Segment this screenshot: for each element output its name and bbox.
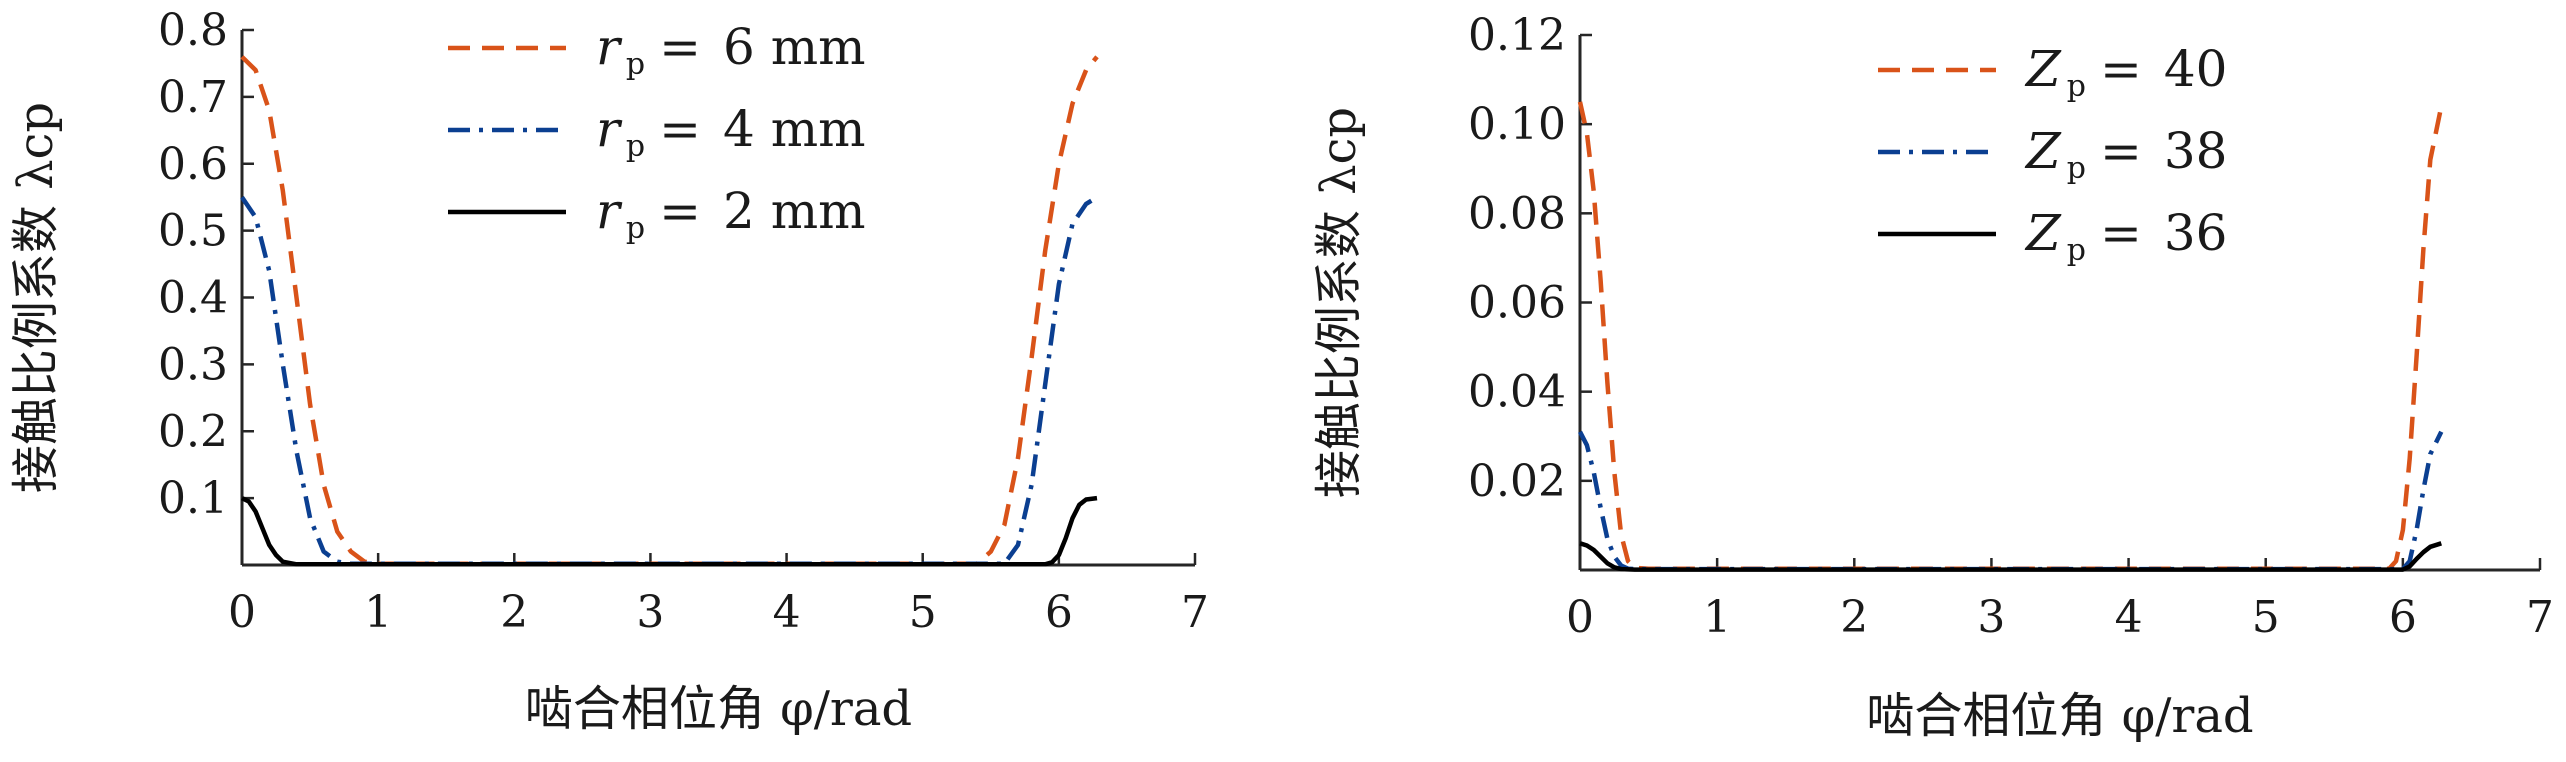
y-tick-label: 0.04 bbox=[1468, 367, 1566, 418]
legend-variable: Z bbox=[2024, 40, 2062, 98]
chart-panel-2: 0 1 2 3 4 5 6 7 0.02 0.04 0.06 0.08 0.10 0.12 啮合相位角 φ/… bbox=[1311, 10, 2554, 744]
y-tick-label: 0.7 bbox=[158, 72, 228, 123]
series-line-3 bbox=[1579, 541, 2442, 572]
y-tick-label: 0.2 bbox=[158, 406, 228, 457]
series-line-1 bbox=[240, 55, 1099, 566]
series-line-3 bbox=[240, 495, 1098, 567]
legend-variable: r bbox=[596, 182, 623, 240]
x-tick-label: 5 bbox=[2252, 592, 2280, 643]
legend-subscript: p bbox=[2067, 69, 2086, 104]
x-tick-label: 1 bbox=[1703, 592, 1731, 643]
y-tick-label: 0.6 bbox=[158, 139, 228, 190]
x-tick-label: 5 bbox=[909, 587, 937, 638]
legend-value: 38 bbox=[2164, 122, 2228, 180]
y-tick-label: 0.06 bbox=[1468, 278, 1566, 329]
y-axis-label: 接触比例系数 λcp bbox=[8, 102, 64, 493]
legend-entry: r p = 6 mm bbox=[596, 18, 866, 82]
legend-entry: r p = 2 mm bbox=[596, 182, 866, 246]
legend-subscript: p bbox=[2067, 233, 2086, 268]
legend-subscript: p bbox=[2067, 151, 2086, 186]
legend-subscript: p bbox=[626, 129, 645, 164]
legend-entry: r p = 4 mm bbox=[596, 100, 866, 164]
legend-subscript: p bbox=[626, 47, 645, 82]
legend-value: 2 mm bbox=[723, 182, 866, 240]
legend-variable: Z bbox=[2024, 204, 2062, 262]
x-tick-label: 2 bbox=[1840, 592, 1868, 643]
y-tick-label: 0.02 bbox=[1468, 456, 1566, 507]
y-tick-label: 0.5 bbox=[158, 206, 228, 257]
series-line-1 bbox=[1577, 101, 2444, 571]
legend-equals: = bbox=[659, 182, 701, 240]
legend-equals: = bbox=[2100, 204, 2142, 262]
series-line-2 bbox=[240, 195, 1099, 566]
x-tick-label: 2 bbox=[500, 587, 528, 638]
x-tick-label: 0 bbox=[228, 587, 256, 638]
legend-equals: = bbox=[659, 100, 701, 158]
legend-equals: = bbox=[659, 18, 701, 76]
x-tick-label: 0 bbox=[1566, 592, 1594, 643]
legend-variable: r bbox=[596, 100, 623, 158]
x-tick-label: 7 bbox=[1181, 587, 1209, 638]
y-tick-label: 0.8 bbox=[158, 5, 228, 56]
legend-value: 36 bbox=[2164, 204, 2228, 262]
x-tick-label: 3 bbox=[636, 587, 664, 638]
x-tick-label: 1 bbox=[364, 587, 392, 638]
x-tick-label: 4 bbox=[2115, 592, 2143, 643]
x-tick-label: 7 bbox=[2526, 592, 2554, 643]
legend-value: 6 mm bbox=[723, 18, 866, 76]
y-tick-label: 0.12 bbox=[1468, 10, 1566, 61]
x-tick-label: 6 bbox=[1045, 587, 1073, 638]
legend-variable: Z bbox=[2024, 122, 2062, 180]
y-tick-label: 0.10 bbox=[1468, 99, 1566, 150]
legend-value: 40 bbox=[2164, 40, 2228, 98]
x-tick-label: 3 bbox=[1977, 592, 2005, 643]
x-tick-label: 4 bbox=[773, 587, 801, 638]
y-tick-label: 0.1 bbox=[158, 473, 228, 524]
legend-subscript: p bbox=[626, 211, 645, 246]
y-tick-label: 0.4 bbox=[158, 273, 228, 324]
legend-equals: = bbox=[2100, 122, 2142, 180]
legend-equals: = bbox=[2100, 40, 2142, 98]
x-axis-label: 啮合相位角 φ/rad bbox=[1866, 688, 2253, 744]
y-axis-label: 接触比例系数 λcp bbox=[1311, 107, 1367, 498]
legend: r p = 6 mmr p = 4 mmr p = 2 mm bbox=[448, 18, 866, 246]
x-tick-label: 6 bbox=[2389, 592, 2417, 643]
legend-variable: r bbox=[596, 18, 623, 76]
chart-panel-1: 0 1 2 3 4 5 6 7 0.1 0.2 0.3 0.4 0.5 0.6 0.7 0.8 啮合相位角 φ/… bbox=[8, 5, 1209, 737]
x-axis-label: 啮合相位角 φ/rad bbox=[525, 681, 912, 737]
series-line-2 bbox=[1577, 430, 2444, 572]
y-tick-label: 0.08 bbox=[1468, 188, 1566, 239]
y-tick-label: 0.3 bbox=[158, 339, 228, 390]
legend-value: 4 mm bbox=[723, 100, 866, 158]
